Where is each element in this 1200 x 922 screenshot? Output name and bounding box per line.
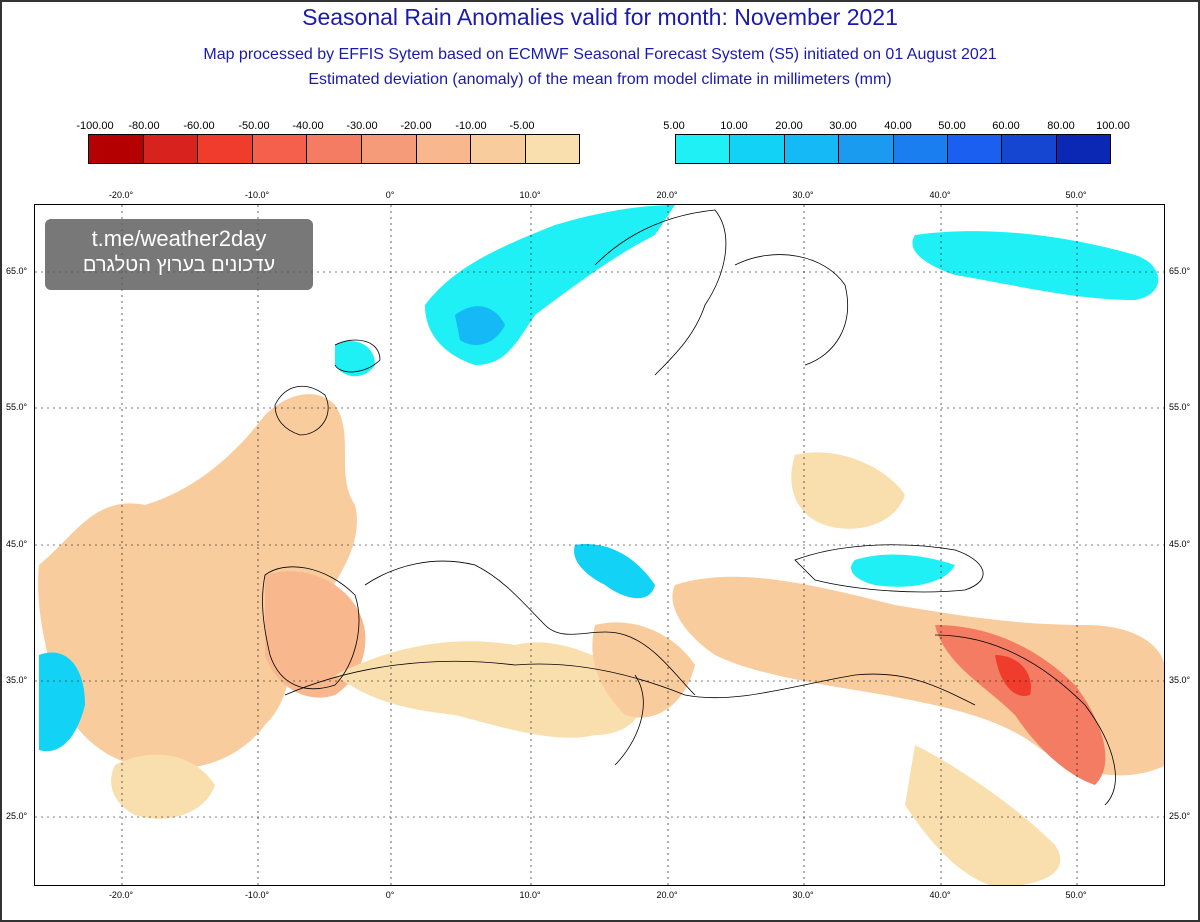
dry-sahara-west bbox=[111, 754, 215, 819]
dry-label: -40.00 bbox=[292, 120, 324, 132]
lon-tick-label: 20.0° bbox=[656, 190, 678, 200]
dry-arabia bbox=[905, 745, 1061, 885]
wet-arctic-east bbox=[912, 231, 1159, 300]
wet-iceland bbox=[335, 341, 375, 377]
dry-swatch bbox=[251, 134, 308, 164]
lat-tick-label: 55.0° bbox=[6, 402, 28, 412]
lon-tick-label: -10.0° bbox=[244, 890, 270, 900]
graticule bbox=[35, 205, 1164, 885]
map-subtitle-source: Map processed by EFFIS Sytem based on EC… bbox=[203, 46, 997, 63]
map-subtitle-units: Estimated deviation (anomaly) of the mea… bbox=[308, 71, 892, 88]
wet-swatch bbox=[675, 134, 731, 164]
wet-label: 20.00 bbox=[775, 120, 803, 132]
lon-tick-label: 30.0° bbox=[792, 190, 814, 200]
lat-tick-label: 25.0° bbox=[1169, 811, 1191, 821]
lon-tick-label: 40.0° bbox=[929, 890, 951, 900]
dry-label: -80.00 bbox=[128, 120, 160, 132]
lat-tick-label: 65.0° bbox=[6, 266, 28, 276]
dry-swatch bbox=[524, 134, 581, 164]
lat-tick-label: 65.0° bbox=[1169, 266, 1191, 276]
wet-label: 30.00 bbox=[829, 120, 857, 132]
lon-tick-label: 50.0° bbox=[1065, 890, 1087, 900]
lat-tick-label: 25.0° bbox=[6, 811, 28, 821]
wet-label: 5.00 bbox=[663, 120, 685, 132]
lon-tick-label: -10.0° bbox=[244, 190, 270, 200]
wet-swatch bbox=[729, 134, 785, 164]
lat-tick-label: 45.0° bbox=[1169, 539, 1191, 549]
dry-label: -50.00 bbox=[238, 120, 270, 132]
wet-swatch bbox=[1001, 134, 1057, 164]
wet-black-sea bbox=[851, 554, 955, 587]
lat-tick-label: 35.0° bbox=[6, 675, 28, 685]
lon-tick-label: 0° bbox=[385, 890, 395, 900]
dry-central-med bbox=[592, 622, 695, 718]
dry-label: -20.00 bbox=[400, 120, 432, 132]
wet-label: 50.00 bbox=[938, 120, 966, 132]
lat-tick-label: 45.0° bbox=[6, 539, 28, 549]
watermark-url: t.me/weather2day bbox=[91, 226, 267, 251]
dry-swatch bbox=[415, 134, 472, 164]
dry-label: -60.00 bbox=[183, 120, 215, 132]
dry-swatch bbox=[197, 134, 253, 164]
lon-tick-label: -20.0° bbox=[108, 890, 134, 900]
wet-swatch bbox=[947, 134, 1003, 164]
watermark-caption: עדכונים בערוץ הטלגרם bbox=[82, 254, 276, 276]
dry-swatch bbox=[306, 134, 362, 164]
dry-iberia bbox=[265, 571, 366, 698]
wet-label: 40.00 bbox=[884, 120, 912, 132]
lon-tick-label: -20.0° bbox=[108, 190, 134, 200]
dry-swatch bbox=[142, 134, 199, 164]
lon-tick-label: 50.0° bbox=[1065, 190, 1087, 200]
wet-swatch bbox=[838, 134, 894, 164]
lon-tick-label: 0° bbox=[385, 190, 395, 200]
wet-label: 60.00 bbox=[992, 120, 1020, 132]
coastlines bbox=[262, 209, 1116, 806]
wet-adriatic bbox=[574, 544, 655, 599]
dry-anomaly-regions bbox=[38, 394, 1164, 885]
lon-tick-label: 30.0° bbox=[792, 890, 814, 900]
wet-atlantic-sw bbox=[39, 652, 85, 752]
dry-label: -100.00 bbox=[76, 120, 114, 132]
wet-swatch bbox=[1055, 134, 1112, 164]
lon-tick-label: 40.0° bbox=[929, 190, 951, 200]
wet-swatch bbox=[892, 134, 948, 164]
map-area bbox=[34, 204, 1165, 886]
wet-norway-core bbox=[455, 306, 505, 345]
lon-tick-label: 10.0° bbox=[519, 890, 541, 900]
dry-swatch bbox=[361, 134, 417, 164]
dry-eastern-europe bbox=[791, 452, 905, 529]
wet-label: 80.00 bbox=[1047, 120, 1075, 132]
dry-label: -10.00 bbox=[455, 120, 487, 132]
dry-middle-east-peak bbox=[995, 655, 1031, 696]
wet-anomaly-regions bbox=[39, 205, 1159, 752]
lon-tick-label: 10.0° bbox=[519, 190, 541, 200]
dry-swatch bbox=[470, 134, 526, 164]
lon-tick-label: 20.0° bbox=[656, 890, 678, 900]
wet-label: 100.00 bbox=[1096, 120, 1130, 132]
anomaly-map bbox=[35, 205, 1164, 885]
telegram-watermark: t.me/weather2day עדכונים בערוץ הטלגרם bbox=[45, 219, 313, 290]
dry-label: -5.00 bbox=[509, 120, 535, 132]
lat-tick-label: 55.0° bbox=[1169, 402, 1191, 412]
map-title: Seasonal Rain Anomalies valid for month:… bbox=[302, 4, 898, 30]
dry-label: -30.00 bbox=[346, 120, 378, 132]
wet-swatch bbox=[783, 134, 840, 164]
dry-swatch bbox=[88, 134, 144, 164]
wet-label: 10.00 bbox=[720, 120, 748, 132]
lat-tick-label: 35.0° bbox=[1169, 675, 1191, 685]
dry-middle-east-core bbox=[935, 625, 1106, 785]
